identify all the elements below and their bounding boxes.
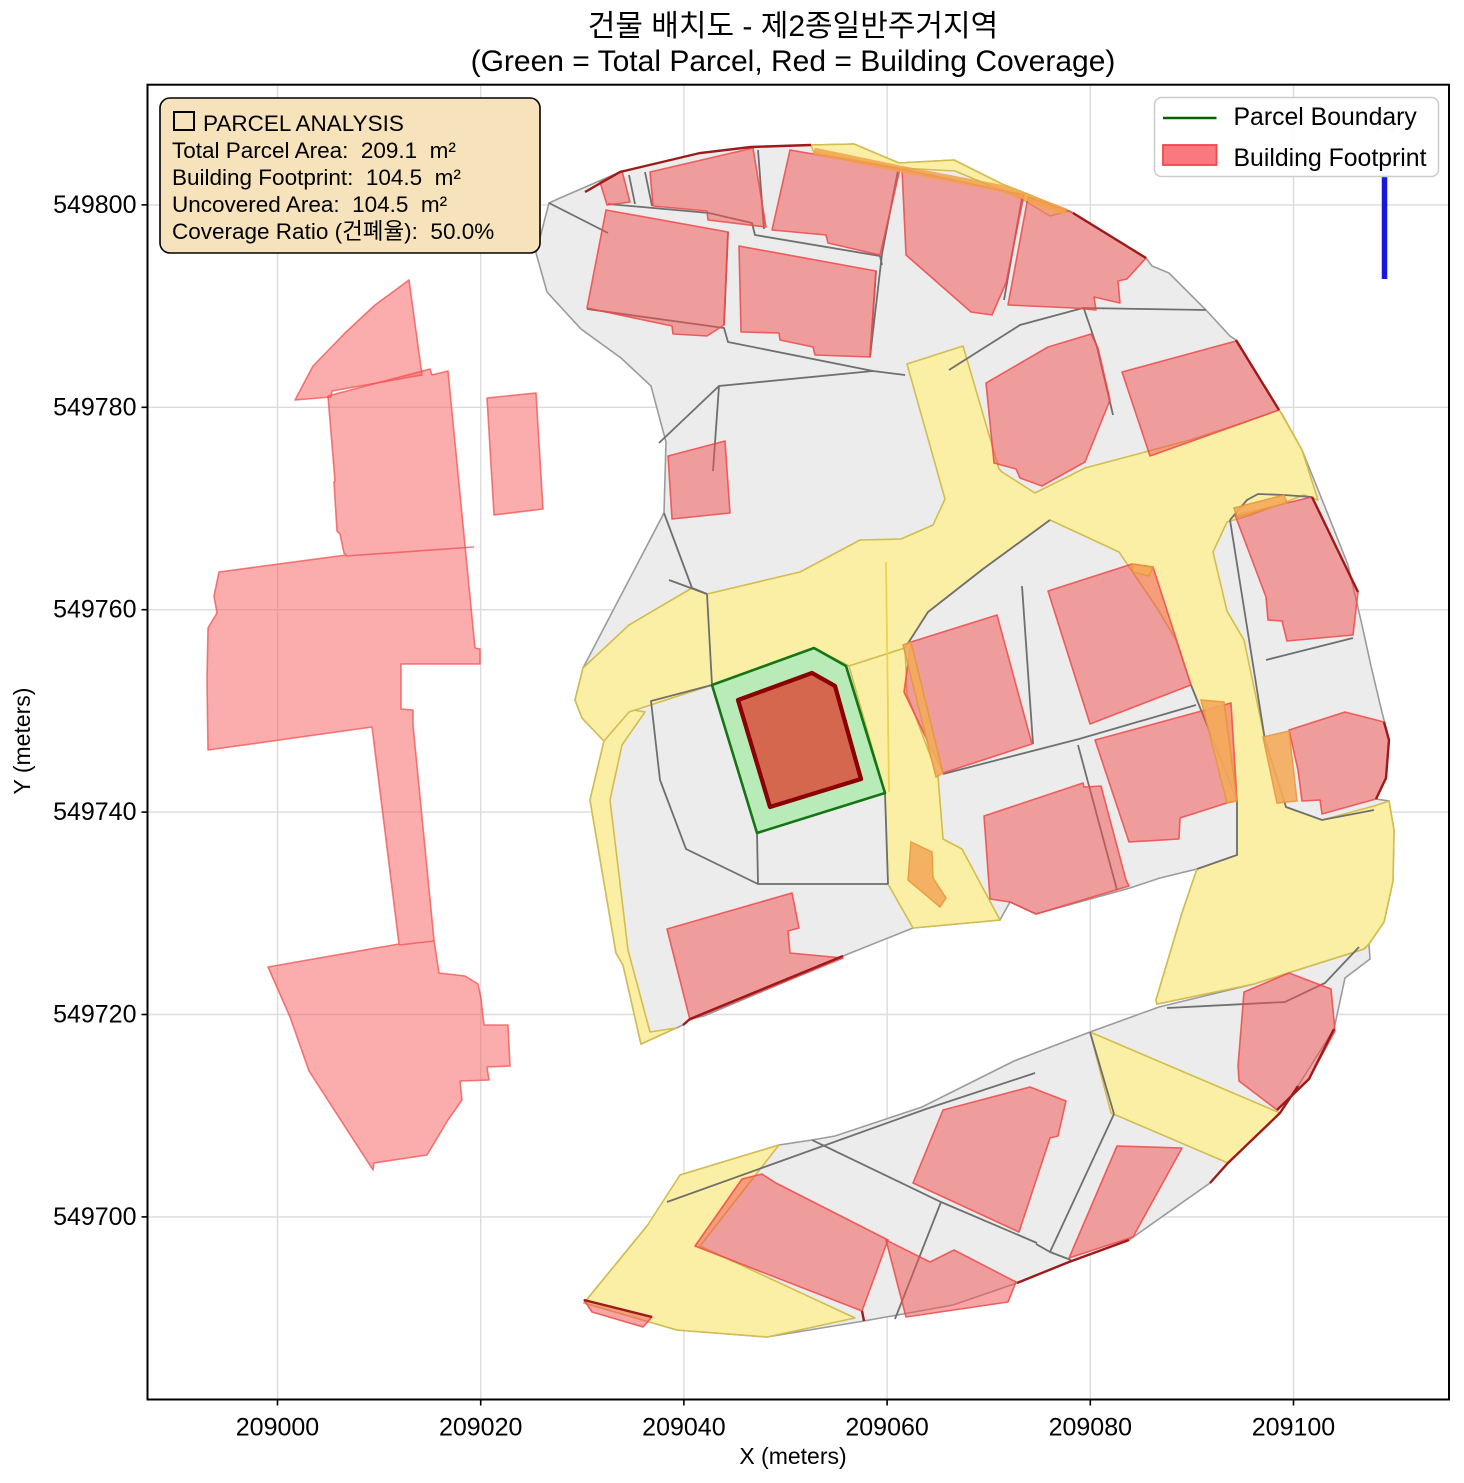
svg-text:549740: 549740 [53, 798, 136, 826]
svg-text:건물 배치도 - 제2종일반주거지역: 건물 배치도 - 제2종일반주거지역 [588, 10, 998, 43]
svg-text:209000: 209000 [236, 1414, 319, 1442]
svg-text:549760: 549760 [53, 596, 136, 624]
svg-text:Y (meters): Y (meters) [9, 688, 35, 795]
svg-text:(Green = Total Parcel, Red = B: (Green = Total Parcel, Red = Building Co… [471, 45, 1116, 78]
svg-text:Building Footprint: 104.5 m²: Building Footprint: 104.5 m² [172, 165, 461, 190]
svg-text:549780: 549780 [53, 393, 136, 421]
svg-text:Coverage Ratio (건폐율): 50.0%: Coverage Ratio (건폐율): 50.0% [172, 219, 494, 244]
svg-text:209100: 209100 [1252, 1414, 1335, 1442]
svg-text:Uncovered Area: 104.5 m²: Uncovered Area: 104.5 m² [172, 192, 448, 217]
svg-text:209080: 209080 [1049, 1414, 1132, 1442]
svg-text:209060: 209060 [845, 1414, 928, 1442]
svg-text:209040: 209040 [642, 1414, 725, 1442]
svg-text:549700: 549700 [53, 1203, 136, 1231]
svg-text:PARCEL ANALYSIS: PARCEL ANALYSIS [203, 111, 404, 136]
svg-text:209020: 209020 [439, 1414, 522, 1442]
svg-text:Building Footprint: Building Footprint [1234, 145, 1427, 172]
svg-text:Parcel Boundary: Parcel Boundary [1234, 104, 1418, 131]
svg-text:Total Parcel Area: 209.1 m²: Total Parcel Area: 209.1 m² [172, 138, 456, 163]
svg-text:549720: 549720 [53, 1001, 136, 1029]
svg-text:X (meters): X (meters) [739, 1443, 846, 1469]
svg-text:549800: 549800 [53, 191, 136, 219]
